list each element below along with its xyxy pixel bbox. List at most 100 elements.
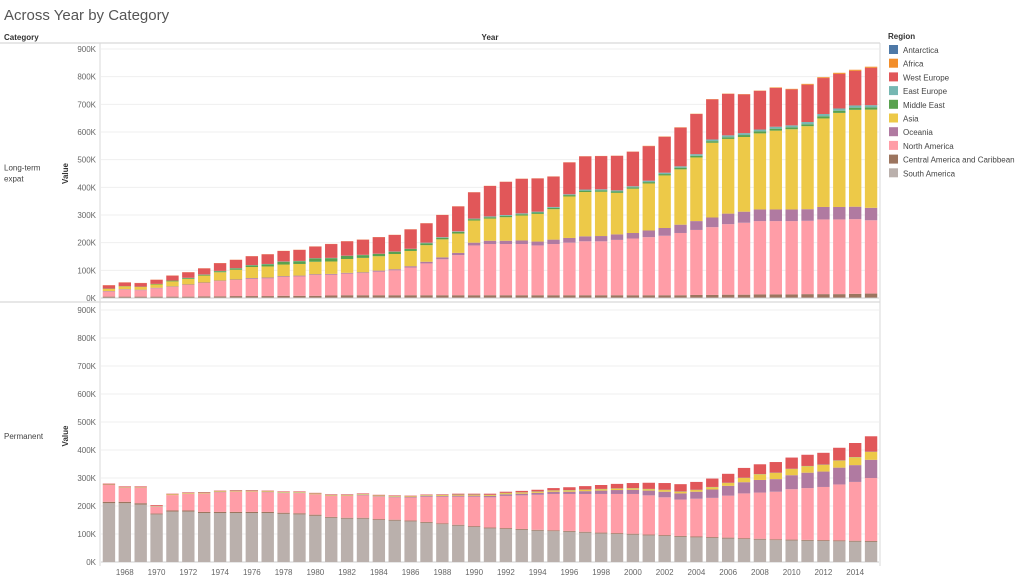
bar-segment — [531, 492, 544, 495]
bar-segment — [325, 274, 338, 296]
legend-label: Africa — [903, 60, 924, 69]
bar-segment — [293, 275, 306, 277]
panel-2: 0K 100K 200K 300K 400K 500K 600K 700K 800K 900K Va… — [4, 306, 879, 567]
legend-item[interactable]: North America — [889, 140, 954, 151]
legend-item[interactable]: Central America and Caribbean — [889, 154, 1015, 165]
bar-segment — [753, 133, 767, 210]
bar-segment — [785, 469, 798, 476]
bar-segment — [182, 284, 195, 285]
bar-segment — [404, 250, 417, 267]
legend-item[interactable]: Asia — [889, 113, 919, 124]
bar-segment — [404, 297, 417, 298]
legend-item[interactable]: South America — [889, 168, 956, 178]
bar-segment — [134, 504, 147, 562]
legend-item[interactable]: Oceania — [889, 127, 933, 137]
bar-segment — [118, 282, 131, 287]
bar-segment — [356, 295, 370, 298]
legend-swatch — [889, 140, 898, 150]
bar-segment — [706, 217, 719, 228]
bar-segment — [515, 492, 528, 494]
bar-segment — [706, 478, 719, 487]
bar-segment — [706, 489, 719, 498]
bar-segment — [817, 297, 830, 298]
bar-segment — [817, 464, 830, 472]
bar-segment — [721, 138, 735, 214]
bar-segment — [388, 295, 401, 298]
bar-segment — [102, 297, 116, 298]
bar-segment — [420, 495, 433, 496]
bar-segment — [515, 178, 528, 214]
bar-segment — [817, 77, 830, 79]
bar-segment — [626, 297, 640, 298]
legend-item[interactable]: Antarctica — [889, 45, 939, 55]
bar-segment — [452, 525, 465, 562]
bar-segment — [309, 514, 322, 516]
bar-segment — [642, 182, 655, 184]
bar-segment — [499, 217, 513, 241]
bar-segment — [166, 286, 179, 287]
bar-segment — [467, 245, 481, 296]
bar-segment — [261, 278, 274, 297]
legend-item[interactable]: West Europe — [889, 72, 950, 82]
bar-segment — [213, 280, 227, 282]
bar-segment — [706, 141, 719, 143]
bar-segment — [102, 288, 116, 292]
legend-item[interactable]: East Europe — [889, 86, 948, 96]
bar-segment — [261, 254, 274, 264]
y-tick-label: 100K — [77, 266, 96, 275]
bar-segment — [658, 483, 671, 490]
legend-label: North America — [903, 142, 954, 151]
bar-segment — [340, 518, 354, 562]
legend-item[interactable]: Middle East — [889, 99, 946, 110]
bar-segment — [102, 291, 116, 292]
x-tick-label: 2006 — [719, 568, 737, 577]
bar-segment — [563, 530, 576, 532]
bar-segment — [547, 209, 560, 240]
legend-item[interactable]: Africa — [889, 58, 924, 69]
bar-segment — [277, 295, 290, 298]
bar-segment — [706, 497, 719, 538]
bar-segment — [166, 495, 179, 511]
bar-segment — [610, 297, 624, 298]
x-tick-label: 1998 — [592, 568, 610, 577]
bar-segment — [753, 294, 767, 298]
bar-segment — [229, 268, 243, 270]
bar-segment — [356, 494, 370, 495]
bar-segment — [563, 194, 576, 196]
bar-segment — [864, 297, 878, 298]
bar-segment — [436, 295, 449, 298]
bar-segment — [833, 206, 846, 220]
bar-segment — [166, 510, 179, 512]
bar-segment — [848, 105, 862, 108]
bar-segment — [499, 528, 513, 529]
bar-segment — [404, 496, 417, 498]
bar-segment — [102, 483, 116, 485]
bar-segment — [674, 166, 687, 168]
bar-segment — [642, 482, 655, 489]
bar-segment — [452, 252, 465, 256]
bar-segment — [848, 457, 862, 466]
bar-segment — [102, 503, 116, 562]
bar-segment — [674, 169, 687, 225]
bar-segment — [420, 522, 433, 562]
bar-segment — [579, 295, 592, 298]
bar-segment — [626, 238, 640, 296]
bar-segment — [642, 495, 655, 535]
bar-segment — [150, 297, 163, 298]
bar-segment — [674, 167, 687, 170]
bar-segment — [690, 157, 703, 222]
bar-segment — [626, 533, 640, 535]
bar-segment — [721, 135, 735, 138]
bar-segment — [515, 528, 528, 530]
bar-segment — [610, 234, 624, 240]
bar-segment — [594, 485, 608, 489]
bar-segment — [420, 297, 433, 298]
bar-segment — [848, 70, 862, 106]
bar-segment — [626, 151, 640, 187]
bar-segment — [404, 295, 417, 298]
bar-segment — [658, 172, 671, 175]
bar-segment — [833, 484, 846, 541]
bar-segment — [293, 276, 306, 296]
bar-segment — [658, 235, 671, 296]
bar-segment — [547, 493, 560, 531]
